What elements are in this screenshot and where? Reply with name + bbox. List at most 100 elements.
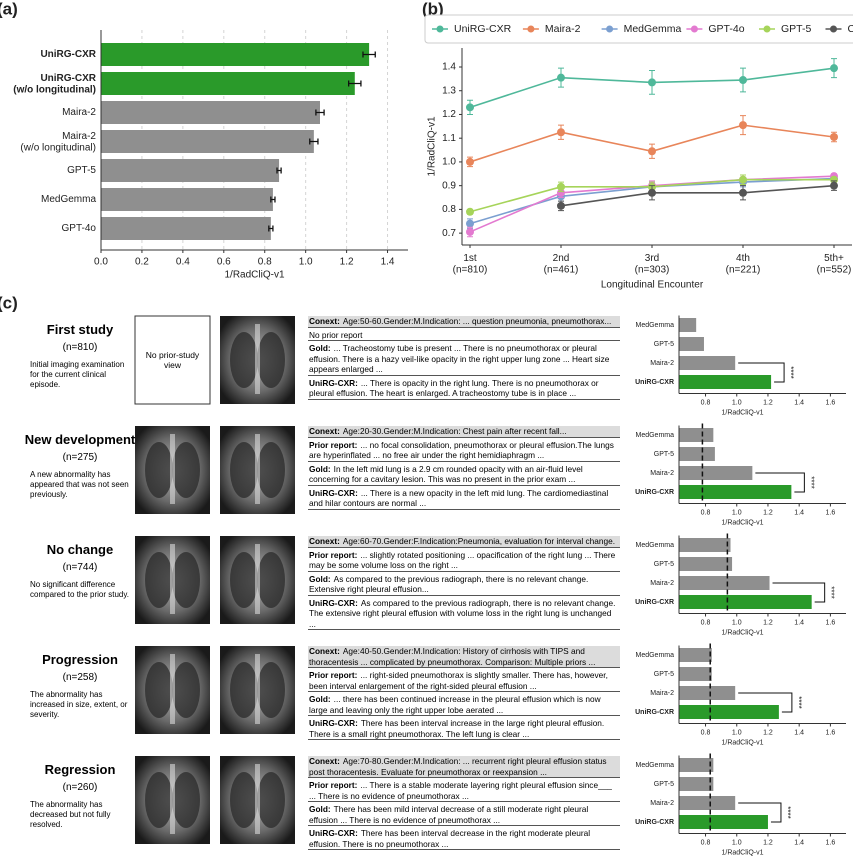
y-tick-label: GPT-5 xyxy=(654,561,674,568)
y-tick-label: 1.0 xyxy=(442,157,456,168)
y-axis-label: 1/RadCliQ-v1 xyxy=(427,116,438,176)
x-tick-label: 1.2 xyxy=(340,257,354,268)
error-bar xyxy=(270,196,276,203)
data-point xyxy=(466,207,474,216)
report-label: Gold: xyxy=(309,573,331,584)
x-tick-label: 1.2 xyxy=(763,399,773,406)
y-tick-label: 1.4 xyxy=(442,62,456,73)
bar xyxy=(679,466,753,480)
y-tick-label: Maira-2 xyxy=(650,360,674,367)
bar xyxy=(679,796,736,810)
report-label: UniRG-CXR: xyxy=(309,377,358,388)
report-text: As compared to the previous radiograph, … xyxy=(309,573,589,595)
x-tick-label: 1.4 xyxy=(381,257,395,268)
x-tick-label: 1.0 xyxy=(299,257,313,268)
bar xyxy=(679,667,712,681)
data-point xyxy=(557,188,565,197)
x-tick-label: 1.2 xyxy=(763,729,773,736)
bar xyxy=(679,428,714,442)
report-text: Age:20-30.Gender:M.Indication: Chest pai… xyxy=(342,426,567,436)
x-tick-label: 1.0 xyxy=(732,729,742,736)
row-title: Regression xyxy=(44,762,116,777)
error-bar xyxy=(309,138,319,145)
x-tick-label: 1.6 xyxy=(826,839,836,846)
x-tick-label: 4th (n=221) xyxy=(726,253,761,276)
report-label: UniRG-CXR: xyxy=(309,718,358,728)
x-axis-label: 1/RadCliQ-v1 xyxy=(721,629,763,636)
y-tick-label: 0.8 xyxy=(442,204,456,215)
row-title: First study xyxy=(46,322,114,337)
significance-bracket xyxy=(738,362,785,383)
report-context: Conext: Age:70-80.Gender:M.Indication: ..… xyxy=(308,756,620,778)
x-tick-label: 1.0 xyxy=(732,399,742,406)
y-tick-label: GPT-5 xyxy=(654,671,674,678)
x-tick-label: 0.8 xyxy=(258,257,272,268)
data-point xyxy=(557,73,565,82)
significance-bracket xyxy=(755,472,805,493)
y-tick-label: UniRG-CXR xyxy=(635,379,674,386)
significance-bracket xyxy=(738,692,793,713)
current-xray-image xyxy=(220,646,295,734)
data-point xyxy=(466,157,474,166)
data-point xyxy=(830,181,838,190)
panel-label: (b) xyxy=(422,0,444,18)
x-tick-label: 0.2 xyxy=(135,257,149,268)
legend-label: Maira-2 xyxy=(545,23,581,35)
legend-marker xyxy=(436,25,444,33)
bar xyxy=(101,188,273,211)
bar xyxy=(679,777,714,791)
data-point xyxy=(830,64,838,73)
data-point xyxy=(557,201,565,210)
report-prediction: UniRG-CXR: There has been interval increa… xyxy=(308,718,620,740)
report-label: Gold: xyxy=(309,343,331,353)
row-count: (n=258) xyxy=(62,672,98,683)
y-tick-label: UniRG-CXR (w/o longitudinal) xyxy=(13,72,97,95)
y-tick-label: GPT-4o xyxy=(62,223,97,234)
legend-marker xyxy=(606,25,614,33)
report-label: Prior report: xyxy=(309,439,358,450)
y-tick-label: MedGemma xyxy=(635,762,674,769)
y-tick-label: MedGemma xyxy=(635,322,674,329)
significance-bracket xyxy=(772,582,826,603)
x-tick-label: 0.4 xyxy=(176,257,190,268)
report-prediction: UniRG-CXR: There has been interval decrea… xyxy=(308,828,620,850)
y-tick-label: UniRG-CXR xyxy=(635,489,674,496)
report-text: ... There is a new opacity in the left m… xyxy=(309,487,609,509)
data-point xyxy=(557,182,565,191)
legend-box xyxy=(424,14,853,44)
data-point xyxy=(830,175,838,184)
empty-image xyxy=(134,315,211,405)
y-tick-label: 0.9 xyxy=(442,180,456,191)
x-tick-label: 1.4 xyxy=(794,729,804,736)
x-axis-label: 1/RadCliQ-v1 xyxy=(721,519,763,526)
data-point xyxy=(739,121,747,130)
y-tick-label: GPT-5 xyxy=(654,781,674,788)
report-gold: Gold:... Tracheostomy tube is present ..… xyxy=(308,343,620,376)
report-text: ... Tracheostomy tube is present ... The… xyxy=(309,343,610,374)
report-text: ... There is a stable moderate layering … xyxy=(309,780,612,801)
data-point xyxy=(830,133,838,142)
legend-label: Copy Prior xyxy=(848,23,853,35)
data-point xyxy=(739,76,747,85)
report-label: Prior report: xyxy=(309,549,358,560)
report-prediction: UniRG-CXR:... There is opacity in the ri… xyxy=(308,378,620,400)
report-text: There has been interval increase in the … xyxy=(309,718,605,739)
bar xyxy=(679,758,714,772)
x-tick-label: 1.0 xyxy=(732,619,742,626)
report-text: There has been mild interval decrease of… xyxy=(309,804,589,825)
x-tick-label: 1.4 xyxy=(794,839,804,846)
x-tick-label: 1.4 xyxy=(794,619,804,626)
report-prediction: UniRG-CXR: As compared to the previous ra… xyxy=(308,598,620,630)
x-tick-label: 1.6 xyxy=(826,509,836,516)
x-axis-label: 1/RadCliQ-v1 xyxy=(721,409,763,416)
report-text: ... right-sided pneumothorax is slightly… xyxy=(309,670,608,691)
bar xyxy=(679,686,736,700)
report-text: Age:60-70.Gender:F.Indication:Pneumonia,… xyxy=(342,536,616,546)
bar xyxy=(101,130,314,153)
x-tick-label: 0.8 xyxy=(701,839,711,846)
bar xyxy=(101,101,320,124)
y-tick-label: Maira-2 xyxy=(62,107,96,118)
bar xyxy=(101,159,280,182)
current-xray-image xyxy=(220,316,295,404)
